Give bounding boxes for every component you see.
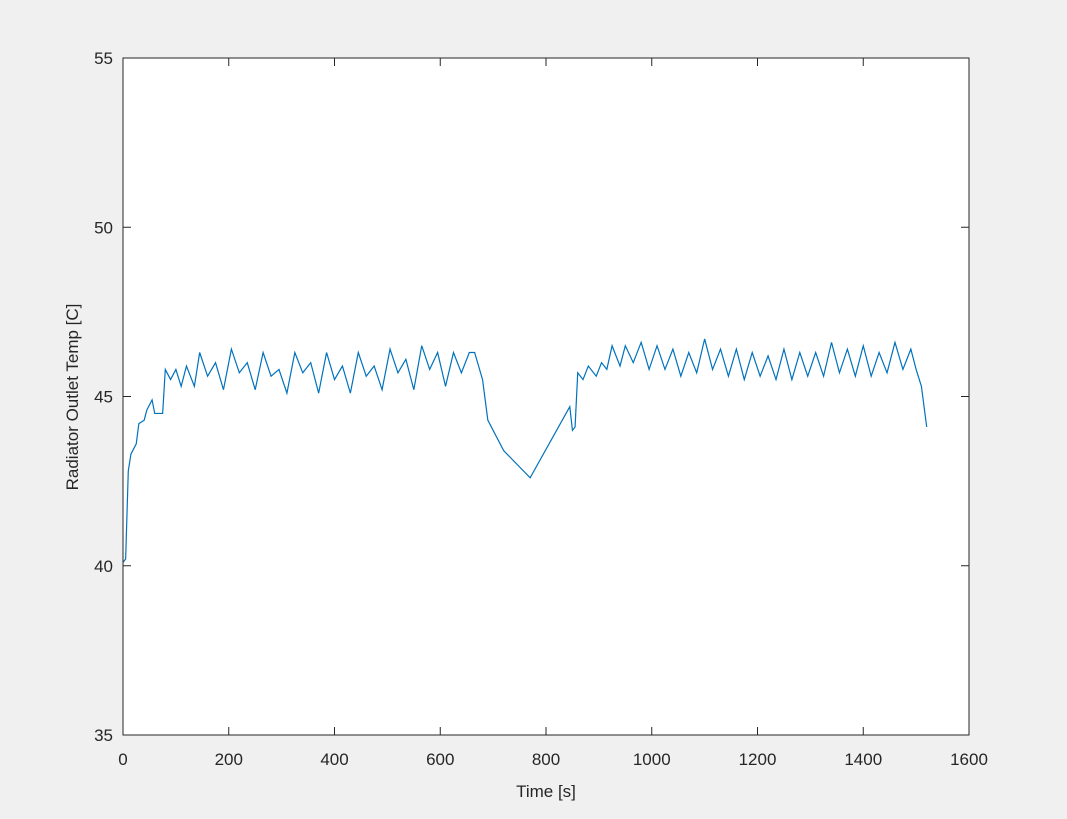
x-tick-label: 800	[532, 750, 560, 769]
x-tick-label: 1200	[739, 750, 777, 769]
y-axis-label: Radiator Outlet Temp [C]	[63, 304, 82, 491]
axes-box	[122, 57, 970, 736]
plot-area	[123, 58, 969, 735]
y-tick-label: 45	[94, 388, 113, 407]
x-tick-label: 1000	[633, 750, 671, 769]
x-tick-label: 200	[215, 750, 243, 769]
y-tick-label: 40	[94, 557, 113, 576]
x-tick-label: 1600	[950, 750, 988, 769]
x-axis-label: Time [s]	[516, 782, 576, 801]
y-tick-label: 55	[94, 49, 113, 68]
y-tick-label: 50	[94, 218, 113, 237]
x-tick-label: 400	[320, 750, 348, 769]
data-line	[122, 338, 928, 563]
x-tick-label: 600	[426, 750, 454, 769]
x-tick-label: 1400	[844, 750, 882, 769]
x-tick-label: 0	[118, 750, 127, 769]
y-tick-label: 35	[94, 726, 113, 745]
